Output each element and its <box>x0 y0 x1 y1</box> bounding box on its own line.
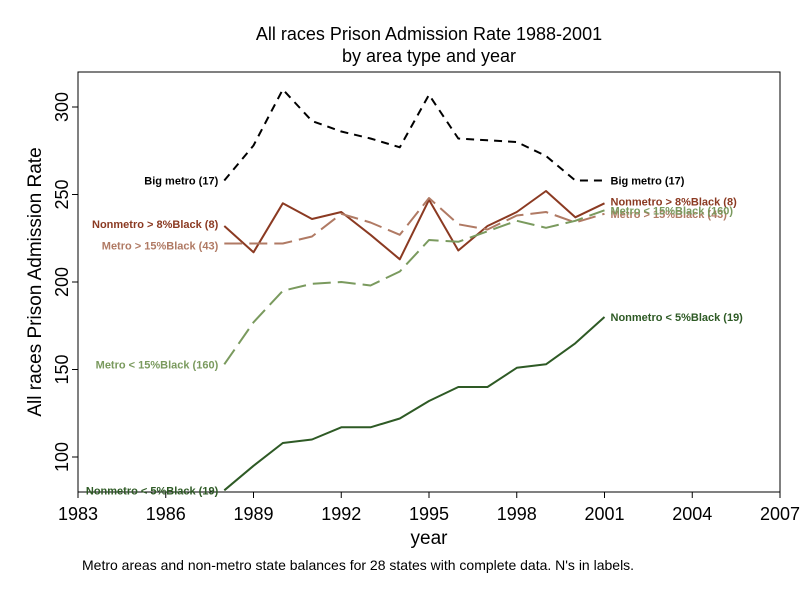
y-tick-label: 100 <box>52 442 72 472</box>
series-lines <box>223 88 606 492</box>
y-tick-label: 200 <box>52 267 72 297</box>
series-line <box>224 197 605 245</box>
series-label-right: Nonmetro > 8%Black (8) <box>611 196 738 208</box>
series-line <box>223 209 605 365</box>
series-label-right: Nonmetro < 5%Black (19) <box>611 312 744 324</box>
y-axis: 100 150 200 250 300 <box>52 92 78 472</box>
y-tick-label: 250 <box>52 179 72 209</box>
series-label-left: Nonmetro > 8%Black (8) <box>92 219 219 231</box>
y-axis-label: All races Prison Admission Rate <box>25 147 46 416</box>
series-line <box>223 190 605 261</box>
series-label-left: Metro < 15%Black (160) <box>96 359 219 371</box>
x-tick-label: 1998 <box>497 504 537 524</box>
x-tick-label: 1983 <box>58 504 98 524</box>
series-labels: Big metro (17) Big metro (17) Nonmetro > 8… <box>86 176 743 498</box>
y-tick-label: 150 <box>52 354 72 384</box>
chart-subtitle: by area type and year <box>342 46 516 66</box>
series-label-left: Big metro (17) <box>144 176 218 188</box>
x-tick-label: 2004 <box>672 504 712 524</box>
x-tick-label: 1992 <box>321 504 361 524</box>
x-tick-label: 1986 <box>146 504 186 524</box>
series-label-right: Metro < 15%Black (160) <box>611 205 734 217</box>
plot-area <box>77 71 781 493</box>
chart-note: Metro areas and non-metro state balances… <box>82 557 634 573</box>
chart-title: All races Prison Admission Rate 1988-200… <box>256 24 602 44</box>
series-label-right: Big metro (17) <box>611 176 685 188</box>
x-tick-label: 1989 <box>233 504 273 524</box>
series-label-right: Metro > 15%Black (43) <box>611 209 728 221</box>
series-label-left: Metro > 15%Black (43) <box>102 241 219 253</box>
series-line <box>223 88 605 182</box>
x-axis: 1983 1986 1989 1992 1995 1998 2001 2004 2007 <box>58 492 800 524</box>
series-line <box>223 316 606 492</box>
x-axis-label: year <box>411 528 449 549</box>
x-tick-label: 1995 <box>409 504 449 524</box>
x-tick-label: 2007 <box>760 504 800 524</box>
x-tick-label: 2001 <box>584 504 624 524</box>
y-tick-label: 300 <box>52 92 72 122</box>
series-label-left: Nonmetro < 5%Black (19) <box>86 485 219 497</box>
